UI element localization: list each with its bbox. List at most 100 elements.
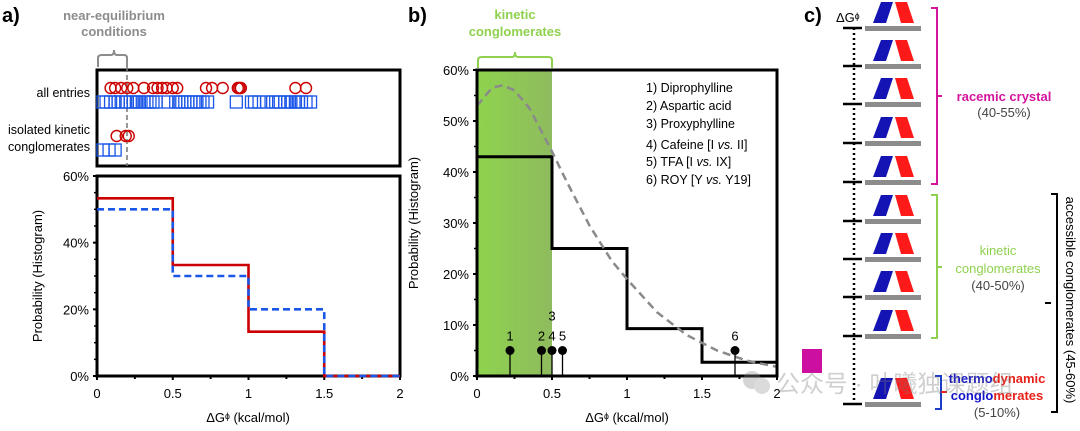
crystal-base-bar	[865, 64, 921, 69]
x-tick-label: 1	[623, 386, 630, 401]
marker-label-3: 3	[548, 309, 555, 324]
blue-square-point	[244, 95, 259, 109]
red-enantiomer-shape	[895, 233, 914, 254]
kinetic-c-percent: (40-50%)	[971, 278, 1024, 293]
b-ylabel: Probability (Histogram)	[406, 157, 421, 289]
blue-square-point	[161, 95, 175, 109]
legend-item: 4) Cafeine [I vs. II]	[646, 138, 747, 152]
row-label-all-entries: all entries	[37, 86, 91, 100]
panel-label-b: b)	[408, 5, 427, 27]
y-tick-label: 60%	[443, 63, 469, 78]
x-tick-label: 1.5	[693, 386, 711, 401]
red-solid-histogram-line	[97, 197, 400, 378]
panel-a-top-strip-plot: near-equilibrium conditions all entries …	[8, 8, 402, 168]
red-circle-point	[137, 81, 151, 95]
marker-dot	[547, 346, 557, 355]
marker-dot	[505, 346, 515, 355]
merates-part: merates	[993, 388, 1043, 403]
red-circle-point	[289, 81, 302, 95]
crystal-base-bar	[865, 402, 921, 407]
blue-square-point	[200, 95, 215, 109]
red-circle-point	[299, 81, 313, 95]
red-circle-point	[122, 129, 135, 143]
crystal-base-bar	[865, 180, 921, 185]
red-circle-point	[110, 129, 123, 143]
marker-dot	[537, 346, 546, 355]
y-tick-label: 0%	[450, 369, 469, 384]
crystal-base-bar	[865, 295, 921, 300]
red-circle-point	[119, 129, 132, 143]
conglo-part: conglo	[951, 388, 994, 403]
y-tick-label: 50%	[443, 114, 469, 129]
blue-enantiomer-shape	[873, 40, 893, 61]
kinetic-label-line2: conglomerates	[469, 24, 561, 39]
red-circle-point	[199, 81, 213, 95]
fit-curve	[476, 83, 778, 369]
x-tick-label: 0.5	[543, 386, 561, 401]
racemic-label: racemic crystal	[957, 89, 1052, 104]
red-circle-point	[121, 81, 134, 95]
kinetic-c-label-line1: kinetic	[980, 243, 1017, 258]
red-enantiomer-shape	[895, 271, 914, 292]
row-label-isolated-line2: conglomerates	[8, 140, 90, 154]
blue-square-point	[269, 95, 283, 109]
a-xlabel: ΔGᶲ (kcal/mol)	[206, 410, 290, 425]
blue-square-point	[96, 95, 110, 109]
marker-dot	[730, 346, 740, 355]
y-tick-label: 20%	[443, 267, 469, 282]
near-equilibrium-bracket	[97, 49, 128, 67]
b-xlabel: ΔGᶲ (kcal/mol)	[585, 410, 669, 425]
red-circle-point	[234, 81, 248, 95]
y-tick-label: 40%	[63, 236, 89, 251]
x-tick-label: 1	[245, 386, 252, 401]
thermodynamic-percent: (5-10%)	[974, 405, 1020, 420]
marker-dot	[558, 346, 567, 355]
crystal-base-bar	[865, 334, 921, 339]
blue-square-point	[108, 143, 122, 157]
marker-label: 2	[538, 329, 545, 344]
crystal-base-bar	[865, 219, 921, 224]
accessible-bracket	[1045, 193, 1058, 413]
watermark: 公众号 · 叶曦独课题组	[743, 371, 1013, 398]
strip-plot-frame	[95, 68, 402, 168]
x-tick-label: 0	[473, 386, 480, 401]
blue-enantiomer-shape	[873, 233, 893, 254]
blue-enantiomer-shape	[873, 271, 893, 292]
kinetic-bracket	[477, 51, 553, 68]
blue-enantiomer-shape	[873, 378, 893, 399]
kinetic-c-label-line2: conglomerates	[955, 261, 1041, 276]
blue-square-point	[111, 95, 125, 109]
blue-square-point	[229, 95, 243, 109]
kinetic-label-line1: kinetic	[494, 7, 535, 22]
c-axis-label: ΔGᶲ	[836, 10, 860, 25]
red-enantiomer-shape	[895, 378, 914, 399]
crystal-base-bar	[865, 26, 921, 31]
wechat-icon	[743, 371, 761, 389]
y-tick-label: 60%	[63, 169, 89, 184]
legend-item: 2) Aspartic acid	[646, 99, 732, 113]
blue-enantiomer-shape	[873, 156, 893, 177]
red-enantiomer-shape	[895, 117, 914, 138]
crystal-base-bar	[865, 257, 921, 262]
panel-label-a: a)	[2, 5, 20, 27]
watermark-text: 公众号 · 叶曦独课题组	[776, 371, 1013, 398]
kinetic-conglomerates-bracket	[931, 194, 942, 339]
x-tick-label: 0	[93, 386, 100, 401]
thermodynamic-label-line2: conglomerates	[951, 388, 1043, 403]
legend-item: 1) Diprophylline	[646, 81, 733, 95]
blue-enantiomer-shape	[873, 195, 893, 216]
magenta-marker	[802, 349, 822, 373]
y-tick-label: 0%	[70, 369, 89, 384]
row-label-isolated-line1: isolated kinetic	[8, 123, 90, 137]
crystal-base-bar	[865, 102, 921, 107]
red-circle-point	[151, 81, 164, 95]
blue-dashed-histogram-line	[97, 208, 400, 378]
blue-square-point	[99, 95, 113, 109]
thermo-part: thermo	[949, 371, 993, 386]
thermodynamic-label-line1: thermodynamic	[949, 371, 1046, 386]
y-tick-label: 20%	[63, 302, 89, 317]
x-tick-label: 2	[396, 386, 403, 401]
y-tick-label: 30%	[443, 216, 469, 231]
near-equilibrium-label-line2: conditions	[81, 24, 147, 39]
